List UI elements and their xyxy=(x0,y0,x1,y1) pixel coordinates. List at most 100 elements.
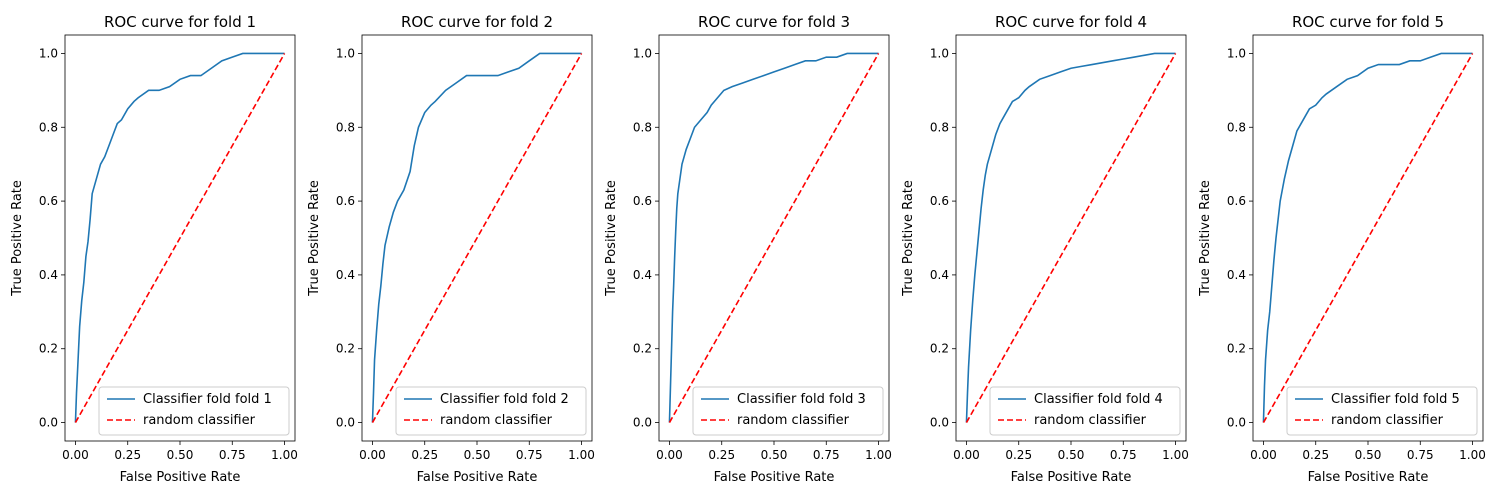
y-tick-label: 0.2 xyxy=(930,342,949,356)
random-classifier-line xyxy=(668,53,880,423)
subplot-fold-5: 0.00 0.25 0.50 0.75 1.00 0.0 0.2 0.4 0.6 0.8 1.0 RO… xyxy=(1198,13,1486,485)
x-tick-label: 0.75 xyxy=(219,448,246,462)
y-tick-label: 0.0 xyxy=(633,416,652,430)
x-axis-label: False Positive Rate xyxy=(1308,470,1429,485)
x-tick-label: 0.50 xyxy=(1355,448,1382,462)
x-tick-label: 1.00 xyxy=(568,448,595,462)
legend-entry: Classifier fold fold 5 xyxy=(1331,392,1460,407)
random-classifier-line xyxy=(1262,53,1474,423)
x-axis-label: False Positive Rate xyxy=(714,470,835,485)
x-tick-label: 0.75 xyxy=(813,448,840,462)
y-tick-label: 0.6 xyxy=(930,194,949,208)
x-tick-label: 1.00 xyxy=(865,448,892,462)
legend-entry: random classifier xyxy=(440,413,553,428)
subplot-fold-4: 0.00 0.25 0.50 0.75 1.00 0.0 0.2 0.4 0.6 0.8 1.0 RO… xyxy=(901,13,1189,485)
y-tick-label: 0.2 xyxy=(336,342,355,356)
x-tick-label: 0.50 xyxy=(761,448,788,462)
y-tick-label: 0.2 xyxy=(39,342,58,356)
x-tick-label: 0.75 xyxy=(1407,448,1434,462)
x-tick-label: 0.50 xyxy=(1058,448,1085,462)
x-tick-label: 0.00 xyxy=(1250,448,1277,462)
y-tick-label: 1.0 xyxy=(336,46,355,60)
y-tick-label: 0.4 xyxy=(336,268,355,282)
x-tick-label: 0.75 xyxy=(516,448,543,462)
chart-title: ROC curve for fold 5 xyxy=(1292,13,1444,31)
legend-box xyxy=(395,386,587,436)
roc-curve-line xyxy=(74,52,285,423)
y-axis-label: True Positive Rate xyxy=(307,180,322,297)
y-axis-label: True Positive Rate xyxy=(10,180,25,297)
y-tick-label: 1.0 xyxy=(930,46,949,60)
y-tick-label: 0.2 xyxy=(1227,342,1246,356)
y-tick-label: 0.8 xyxy=(1227,120,1246,134)
x-axis-label: False Positive Rate xyxy=(1011,470,1132,485)
x-tick-label: 1.00 xyxy=(1459,448,1486,462)
legend-entry: random classifier xyxy=(143,413,256,428)
legend-box xyxy=(692,386,884,436)
random-classifier-line xyxy=(371,53,583,423)
legend-box xyxy=(98,386,290,436)
y-tick-label: 0.0 xyxy=(336,416,355,430)
y-tick-label: 1.0 xyxy=(39,46,58,60)
legend-entry: Classifier fold fold 2 xyxy=(440,392,569,407)
y-tick-label: 1.0 xyxy=(1227,46,1246,60)
random-classifier-line xyxy=(965,53,1177,423)
roc-curve-line xyxy=(668,52,879,423)
y-tick-label: 0.8 xyxy=(633,120,652,134)
subplot-fold-2: 0.00 0.25 0.50 0.75 1.00 0.0 0.2 0.4 0.6 0.8 1.0 RO… xyxy=(307,13,595,485)
chart-title: ROC curve for fold 3 xyxy=(698,13,850,31)
y-axis-label: True Positive Rate xyxy=(604,180,619,297)
y-tick-label: 1.0 xyxy=(633,46,652,60)
y-axis-label: True Positive Rate xyxy=(901,180,916,297)
y-tick-label: 0.6 xyxy=(1227,194,1246,208)
legend: Classifier fold fold 1 random classifier xyxy=(98,386,290,436)
legend-entry: Classifier fold fold 1 xyxy=(143,392,272,407)
chart-title: ROC curve for fold 1 xyxy=(104,13,256,31)
y-tick-label: 0.6 xyxy=(336,194,355,208)
y-tick-label: 0.0 xyxy=(930,416,949,430)
x-tick-label: 0.00 xyxy=(656,448,683,462)
x-tick-label: 0.50 xyxy=(167,448,194,462)
y-tick-label: 0.2 xyxy=(633,342,652,356)
x-tick-label: 1.00 xyxy=(1162,448,1189,462)
y-tick-label: 0.6 xyxy=(39,194,58,208)
y-tick-label: 0.6 xyxy=(633,194,652,208)
legend-entry: random classifier xyxy=(737,413,850,428)
y-tick-label: 0.8 xyxy=(39,120,58,134)
legend-entry: Classifier fold fold 4 xyxy=(1034,392,1163,407)
x-tick-label: 0.00 xyxy=(62,448,89,462)
y-tick-label: 0.8 xyxy=(930,120,949,134)
y-tick-label: 0.4 xyxy=(39,268,58,282)
random-classifier-line xyxy=(74,53,286,423)
y-tick-label: 0.4 xyxy=(930,268,949,282)
legend-box xyxy=(1286,386,1478,436)
y-axis-label: True Positive Rate xyxy=(1198,180,1213,297)
x-tick-label: 0.25 xyxy=(1302,448,1329,462)
chart-title: ROC curve for fold 2 xyxy=(401,13,553,31)
x-tick-label: 0.25 xyxy=(708,448,735,462)
legend: Classifier fold fold 2 random classifier xyxy=(395,386,587,436)
x-tick-label: 0.25 xyxy=(1005,448,1032,462)
y-tick-label: 0.8 xyxy=(336,120,355,134)
x-tick-label: 0.25 xyxy=(114,448,141,462)
x-tick-label: 0.00 xyxy=(953,448,980,462)
legend-entry: random classifier xyxy=(1331,413,1444,428)
legend-box xyxy=(989,386,1181,436)
legend-entry: Classifier fold fold 3 xyxy=(737,392,866,407)
legend: Classifier fold fold 5 random classifier xyxy=(1286,386,1478,436)
roc-curve-line xyxy=(371,52,582,423)
chart-title: ROC curve for fold 4 xyxy=(995,13,1147,31)
x-tick-label: 0.00 xyxy=(359,448,386,462)
y-tick-label: 0.0 xyxy=(39,416,58,430)
x-axis-label: False Positive Rate xyxy=(417,470,538,485)
x-tick-label: 1.00 xyxy=(271,448,298,462)
subplot-fold-3: 0.00 0.25 0.50 0.75 1.00 0.0 0.2 0.4 0.6 0.8 1.0 RO… xyxy=(604,13,892,485)
legend-entry: random classifier xyxy=(1034,413,1147,428)
y-tick-label: 0.4 xyxy=(1227,268,1246,282)
y-tick-label: 0.0 xyxy=(1227,416,1246,430)
subplot-fold-1: 0.00 0.25 0.50 0.75 1.00 0.0 0.2 0.4 0.6 0.8 1.0 RO… xyxy=(10,13,298,485)
x-tick-label: 0.50 xyxy=(464,448,491,462)
legend: Classifier fold fold 3 random classifier xyxy=(692,386,884,436)
roc-curve-line xyxy=(1262,52,1473,423)
